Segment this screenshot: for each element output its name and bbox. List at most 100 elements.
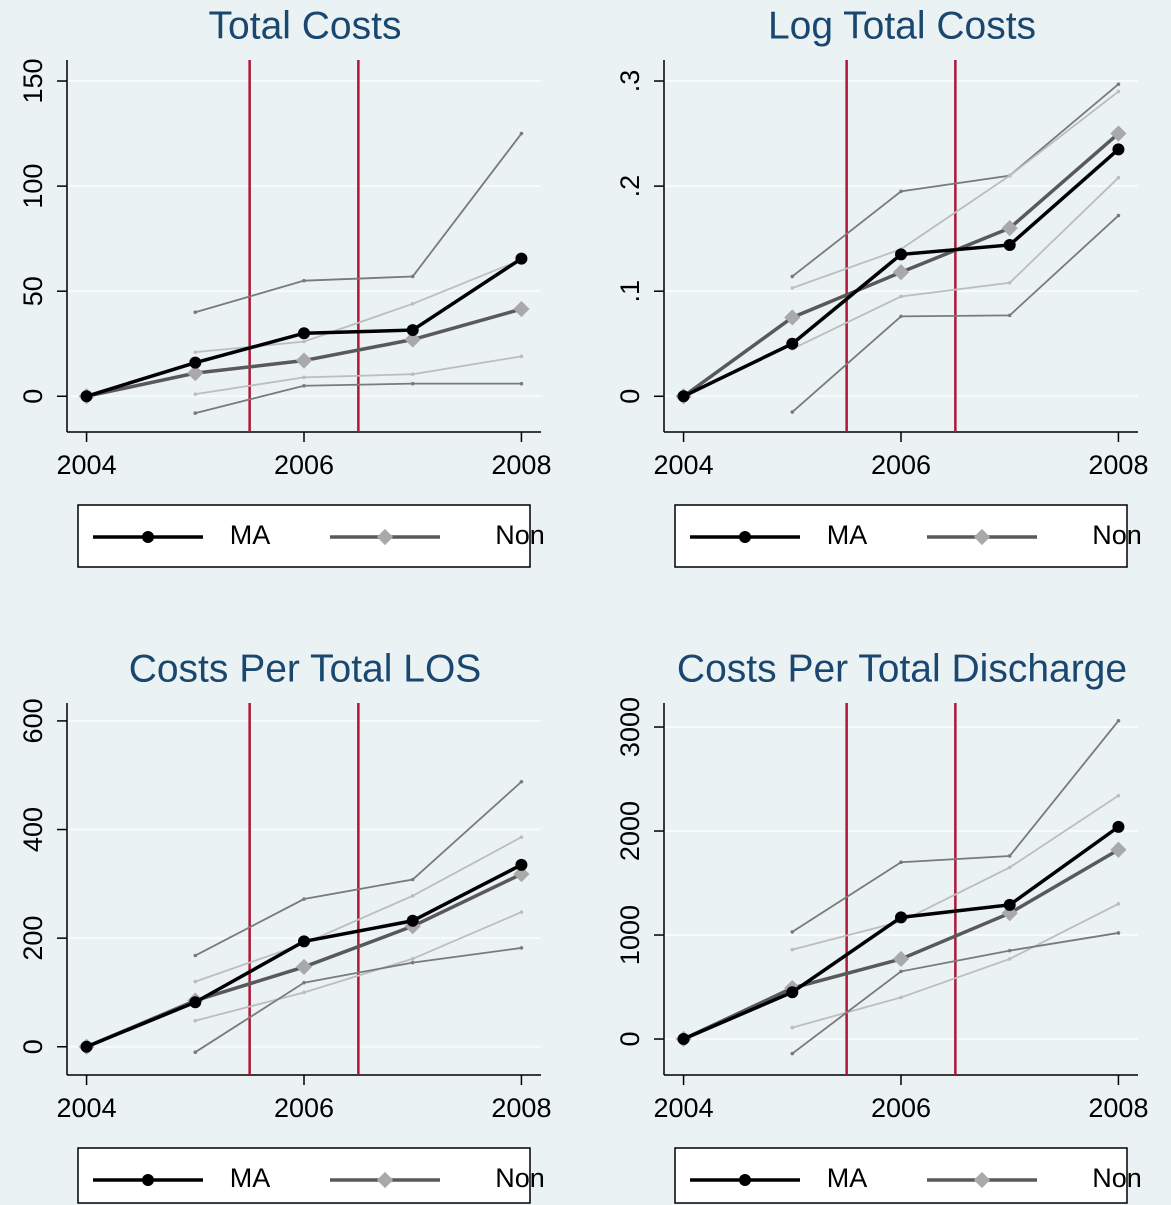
band-point xyxy=(1007,854,1012,858)
band-line xyxy=(194,781,523,957)
legend-box xyxy=(674,1147,1128,1204)
band-point xyxy=(1007,957,1012,961)
data-point xyxy=(404,331,421,348)
data-point xyxy=(786,337,799,350)
legend-marker xyxy=(142,531,154,543)
data-point xyxy=(298,935,310,948)
band-point xyxy=(1116,718,1121,723)
data-point xyxy=(892,950,910,968)
band-point xyxy=(899,294,903,299)
legend-label: MA xyxy=(230,1163,271,1193)
band-point xyxy=(410,372,415,377)
data-point xyxy=(80,390,93,403)
chart-title: Total Costs xyxy=(209,4,402,47)
data-point xyxy=(1112,820,1125,833)
legend-label: Non xyxy=(1092,1163,1142,1193)
band-line xyxy=(791,90,1119,289)
data-point xyxy=(1001,905,1018,922)
data-point xyxy=(1110,841,1127,858)
y-tick-label: .1 xyxy=(615,280,645,303)
panel: Log Total Costs 0 .1 .2 .3 2004 2006 2008 MA Non xyxy=(615,4,1148,568)
legend-label: MA xyxy=(827,1163,868,1193)
legend-marker xyxy=(376,528,394,546)
band-point xyxy=(1116,82,1121,86)
band-point xyxy=(790,1051,795,1056)
band-point xyxy=(519,779,524,784)
legend-label: MA xyxy=(827,520,868,550)
y-tick-label: 0 xyxy=(18,1039,48,1054)
band-line xyxy=(791,932,1119,1055)
data-point xyxy=(80,1040,93,1053)
y-tick-label: 400 xyxy=(18,807,48,852)
data-point xyxy=(515,252,528,265)
data-point xyxy=(677,390,690,403)
band-point xyxy=(302,897,306,901)
band-point xyxy=(410,301,415,306)
band-point xyxy=(1116,902,1121,906)
band-point xyxy=(519,131,524,136)
band-point xyxy=(1007,313,1012,318)
panel: Total Costs 0 50 100 150 2004 2006 2008 MA Non xyxy=(18,4,551,568)
band-point xyxy=(899,969,903,974)
data-point xyxy=(187,365,204,382)
data-point xyxy=(1003,238,1016,251)
band-line xyxy=(194,947,522,1053)
band-point xyxy=(1116,213,1121,218)
band-point xyxy=(193,411,198,415)
band-point xyxy=(790,410,795,414)
legend-marker xyxy=(973,1171,991,1189)
data-point xyxy=(515,858,528,871)
legend-box xyxy=(77,1147,531,1204)
band-point xyxy=(410,893,415,898)
panel: Costs Per Total Discharge 0 1000 2000 3000 20… xyxy=(615,647,1148,1204)
band-line xyxy=(195,133,523,314)
legend-marker xyxy=(739,1174,751,1186)
data-point xyxy=(298,327,310,340)
band-point xyxy=(302,383,306,388)
band-point xyxy=(410,960,415,965)
legend-marker xyxy=(376,1171,394,1189)
band-point xyxy=(302,375,306,380)
x-tick-label: 2004 xyxy=(654,450,714,480)
x-tick-label: 2008 xyxy=(1088,450,1148,480)
x-tick-label: 2006 xyxy=(871,1093,931,1123)
band-line xyxy=(195,911,522,1022)
band-point xyxy=(410,381,415,386)
y-tick-label: 2000 xyxy=(615,801,645,861)
data-point xyxy=(406,324,419,337)
band-point xyxy=(519,910,524,914)
legend-marker xyxy=(973,528,991,546)
data-point xyxy=(513,865,530,883)
band-point xyxy=(790,274,795,279)
band-point xyxy=(193,1018,198,1023)
data-point xyxy=(677,1033,690,1046)
band-line xyxy=(195,355,522,396)
band-point xyxy=(193,979,198,984)
band-point xyxy=(410,956,415,961)
band-point xyxy=(790,1025,795,1030)
y-tick-label: 1000 xyxy=(615,905,645,965)
band-point xyxy=(899,860,903,865)
band-point xyxy=(790,930,795,934)
x-tick-label: 2008 xyxy=(491,1093,551,1123)
x-tick-label: 2006 xyxy=(274,450,334,480)
band-line xyxy=(791,83,1120,278)
y-tick-label: 0 xyxy=(615,389,645,404)
band-line xyxy=(791,214,1120,413)
legend-marker xyxy=(142,1174,154,1186)
panel: Costs Per Total LOS 0 200 400 600 2004 2006 200… xyxy=(18,647,551,1204)
x-tick-label: 2004 xyxy=(57,1093,117,1123)
data-point xyxy=(295,352,313,369)
y-tick-label: 3000 xyxy=(615,697,645,757)
band-point xyxy=(1116,793,1121,798)
y-tick-label: 50 xyxy=(18,276,48,306)
data-point xyxy=(786,986,799,999)
y-tick-label: 100 xyxy=(18,164,48,209)
band-line xyxy=(791,177,1120,350)
band-point xyxy=(519,946,524,950)
band-point xyxy=(519,354,524,359)
y-tick-label: 0 xyxy=(18,389,48,404)
x-tick-label: 2008 xyxy=(491,450,551,480)
